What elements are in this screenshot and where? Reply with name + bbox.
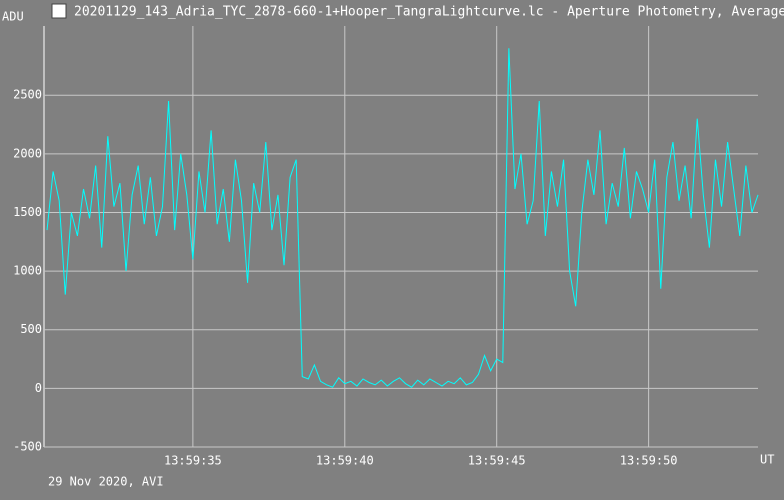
y-tick-label: 500 [20, 322, 42, 336]
y-tick-label: 1000 [13, 264, 42, 278]
footer: 29 Nov 2020, AVI [48, 475, 164, 489]
y-tick-label: -500 [13, 440, 42, 454]
y-tick-label: 1500 [13, 205, 42, 219]
window-icon [51, 3, 67, 19]
y-tick-label: 2000 [13, 146, 42, 160]
x-tick-label: 13:59:35 [164, 454, 222, 468]
y-tick-label: 0 [35, 381, 42, 395]
y-axis-label: ADU [2, 10, 24, 24]
chart-title: 20201129_143_Adria_TYC_2878-660-1+Hooper… [74, 5, 784, 20]
x-tick-label: 13:59:45 [468, 454, 526, 468]
x-tick-label: 13:59:50 [620, 454, 678, 468]
light-curve [46, 48, 759, 388]
x-tick-label: 13:59:40 [316, 454, 374, 468]
y-tick-label: 2500 [13, 88, 42, 102]
x-axis-label: UT [760, 453, 774, 467]
